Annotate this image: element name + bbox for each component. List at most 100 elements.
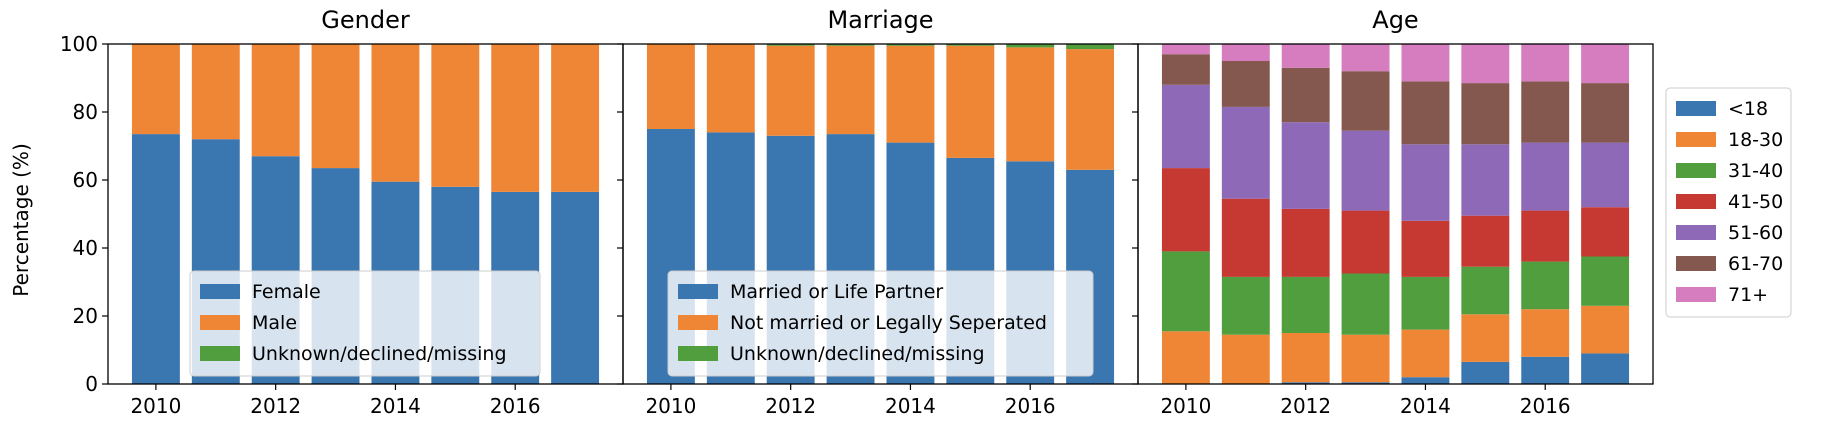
bar-age-2011-s3: [1221, 198, 1270, 277]
bar-marriage-2016-s2: [1006, 44, 1055, 48]
axes-frame: [1137, 43, 1654, 385]
legend-label: 41-50: [1728, 191, 1783, 213]
panel-age: Age 2010 2012 2014 2016 <18 18-30 31-40 41-50 51-…: [1132, 6, 1792, 418]
bar-age-2015-s2: [1461, 266, 1510, 315]
legend-swatch: [200, 284, 240, 299]
bar-age-2015-s5: [1461, 83, 1510, 145]
panel-title: Gender: [321, 6, 410, 34]
bar-marriage-2012-s2: [766, 44, 815, 46]
legend-label: Not married or Legally Seperated: [730, 312, 1047, 334]
bar-marriage-2013-s1: [826, 45, 875, 135]
legend-swatch: [200, 315, 240, 330]
bar-age-2011-s6: [1221, 44, 1270, 61]
bar-gender-2017-s1: [551, 44, 600, 192]
bar-age-2016-s2: [1521, 261, 1570, 310]
legend-label: Unknown/declined/missing: [730, 343, 985, 365]
x-tick-label: 2014: [1400, 394, 1451, 418]
bar-age-2016-s3: [1521, 210, 1570, 262]
bar-age-2015-s4: [1461, 144, 1510, 216]
bar-age-2011-s1: [1221, 334, 1270, 384]
bar-age-2012-s6: [1281, 44, 1330, 68]
x-tick-label: 2012: [765, 394, 816, 418]
legend-box: [667, 270, 1094, 377]
x-tick-label: 2012: [250, 394, 301, 418]
panel-title: Age: [1372, 6, 1418, 34]
bar-age-2014-s0: [1401, 377, 1450, 384]
y-tick-label: 100: [60, 32, 98, 56]
x-tick-label: 2012: [1280, 394, 1331, 418]
bar-age-2017-s3: [1581, 207, 1630, 257]
bar-gender-2013-s1: [311, 44, 360, 169]
bar-age-2012-s1: [1281, 333, 1330, 383]
bar-marriage-2017-s2: [1066, 44, 1115, 50]
bar-marriage-2016-s1: [1006, 47, 1055, 162]
bar-age-2010-s3: [1161, 168, 1210, 252]
panel-title: Marriage: [827, 6, 933, 34]
bar-age-2015-s3: [1461, 215, 1510, 267]
bar-gender-2011-s1: [191, 44, 240, 140]
legend-swatch: [678, 284, 718, 299]
bar-age-2016-s5: [1521, 81, 1570, 143]
legend-swatch: [1676, 101, 1716, 116]
bar-age-2016-s6: [1521, 44, 1570, 82]
bar-age-2010-s4: [1161, 84, 1210, 169]
bar-gender-2015-s1: [431, 44, 480, 187]
bar-gender-2010-s0: [131, 134, 180, 384]
bar-age-2016-s1: [1521, 309, 1570, 357]
legend-label: <18: [1728, 98, 1768, 120]
bar-age-2012-s2: [1281, 276, 1330, 333]
bar-marriage-2012-s1: [766, 45, 815, 136]
legend-swatch: [678, 315, 718, 330]
bar-age-2017-s6: [1581, 44, 1630, 84]
bar-age-2015-s0: [1461, 361, 1510, 384]
x-tick-label: 2010: [645, 394, 696, 418]
x-tick-label: 2014: [885, 394, 936, 418]
y-tick-label: 60: [73, 168, 98, 192]
legend-swatch: [1676, 163, 1716, 178]
bar-age-2012-s0: [1281, 382, 1330, 384]
legend-label: 61-70: [1728, 253, 1783, 275]
bar-age-2013-s6: [1341, 44, 1390, 72]
bar-age-2012-s3: [1281, 208, 1330, 277]
bar-age-2014-s5: [1401, 81, 1450, 145]
legend-label: Married or Life Partner: [730, 281, 943, 303]
bar-age-2013-s3: [1341, 210, 1390, 274]
x-tick-label: 2010: [1160, 394, 1211, 418]
legend-label: 31-40: [1728, 160, 1783, 182]
bar-marriage-2014-s1: [886, 45, 935, 143]
legend: Married or Life Partner Not married or Le…: [667, 270, 1094, 377]
legend: Female Male Unknown/declined/missing: [189, 270, 541, 377]
legend-label: Unknown/declined/missing: [252, 343, 507, 365]
bar-age-2010-s6: [1161, 44, 1210, 55]
x-tick-label: 2016: [490, 394, 541, 418]
legend-swatch: [1676, 287, 1716, 302]
legend-swatch: [1676, 225, 1716, 240]
bar-age-2011-s2: [1221, 276, 1270, 335]
y-axis-label: Percentage (%): [9, 143, 33, 296]
bar-age-2013-s1: [1341, 334, 1390, 383]
bar-age-2017-s2: [1581, 256, 1630, 306]
bar-age-2010-s1: [1161, 331, 1210, 384]
bar-age-2017-s4: [1581, 142, 1630, 208]
y-tick-label: 0: [85, 372, 98, 396]
legend-swatch: [1676, 256, 1716, 271]
bar-marriage-2011-s1: [706, 44, 755, 133]
bar-gender-2010-s1: [131, 44, 180, 135]
bar-age-2010-s2: [1161, 251, 1210, 332]
bar-marriage-2013-s2: [826, 44, 875, 46]
legend-swatch: [200, 346, 240, 361]
bar-age-2014-s3: [1401, 220, 1450, 277]
x-tick-label: 2016: [1520, 394, 1571, 418]
bar-age-2012-s5: [1281, 67, 1330, 123]
bar-age-2011-s4: [1221, 106, 1270, 199]
bar-age-2013-s5: [1341, 71, 1390, 131]
y-tick-label: 80: [73, 100, 98, 124]
bar-age-2011-s5: [1221, 61, 1270, 107]
legend-label: Male: [252, 312, 297, 334]
bar-age-2016-s4: [1521, 142, 1570, 211]
y-tick-label: 20: [73, 304, 98, 328]
bar-age-2017-s0: [1581, 353, 1630, 384]
x-tick-label: 2016: [1005, 394, 1056, 418]
legend-swatch: [678, 346, 718, 361]
